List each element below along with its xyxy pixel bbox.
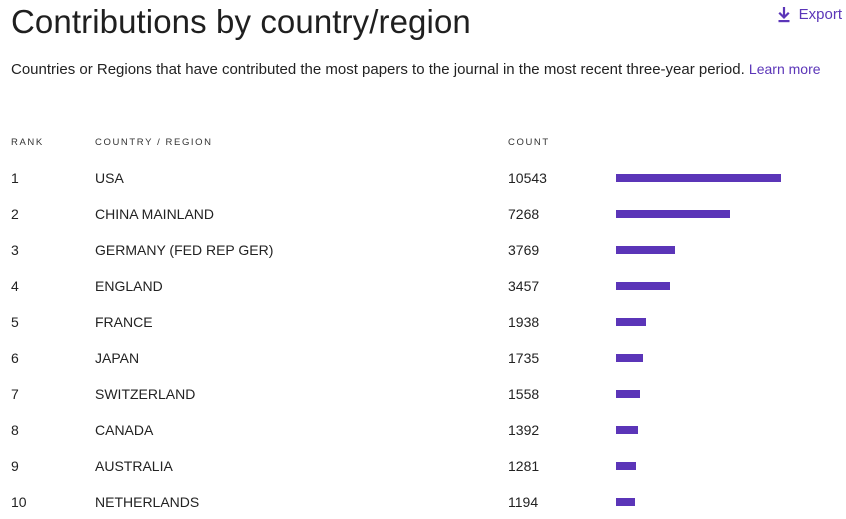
count-cell: 1558 [508,386,540,402]
count-cell: 1281 [508,458,540,474]
rank-cell: 8 [11,422,19,438]
country-cell: JAPAN [95,350,140,366]
count-bar [616,390,640,398]
rank-cell: 3 [11,242,19,258]
country-cell: AUSTRALIA [95,458,173,474]
count-cell: 1392 [508,422,540,438]
rank-cell: 10 [11,494,27,510]
count-bar [616,462,636,470]
count-cell: 10543 [508,170,547,186]
export-button[interactable]: Export [777,6,842,23]
country-cell: GERMANY (FED REP GER) [95,242,274,258]
count-bar [616,246,675,254]
download-icon [778,6,790,22]
rank-cell: 9 [11,458,19,474]
count-cell: 1938 [508,314,540,330]
learn-more-link[interactable]: Learn more [748,61,821,77]
count-bar [616,210,730,218]
count-cell: 7268 [508,206,540,222]
description-text: Countries or Regions that have contribut… [11,61,745,78]
country-cell: CANADA [95,422,154,438]
count-bar [616,318,646,326]
country-cell: NETHERLANDS [95,494,200,510]
count-cell: 1194 [508,494,539,510]
count-bar [616,498,635,506]
rank-cell: 2 [11,206,19,222]
count-cell: 1735 [508,350,540,366]
page-title: Contributions by country/region [11,3,471,40]
rank-cell: 5 [11,314,19,330]
count-bar [616,426,638,434]
count-bar [616,354,643,362]
description: Countries or Regions that have contribut… [11,57,821,82]
country-cell: FRANCE [95,314,153,330]
rank-cell: 7 [11,386,19,402]
country-cell: ENGLAND [95,278,163,294]
country-cell: CHINA MAINLAND [95,206,215,222]
count-column-header: COUNT [508,137,550,148]
country-column-header: COUNTRY / REGION [95,137,213,148]
rank-column-header: RANK [11,137,44,148]
country-cell: SWITZERLAND [95,386,196,402]
country-cell: USA [95,170,124,186]
count-bar [616,174,781,182]
count-cell: 3457 [508,278,540,294]
count-cell: 3769 [508,242,540,258]
count-bar [616,282,670,290]
rank-cell: 1 [11,170,19,186]
rank-cell: 6 [11,350,19,366]
export-label: Export [798,6,842,23]
rank-cell: 4 [11,278,19,294]
